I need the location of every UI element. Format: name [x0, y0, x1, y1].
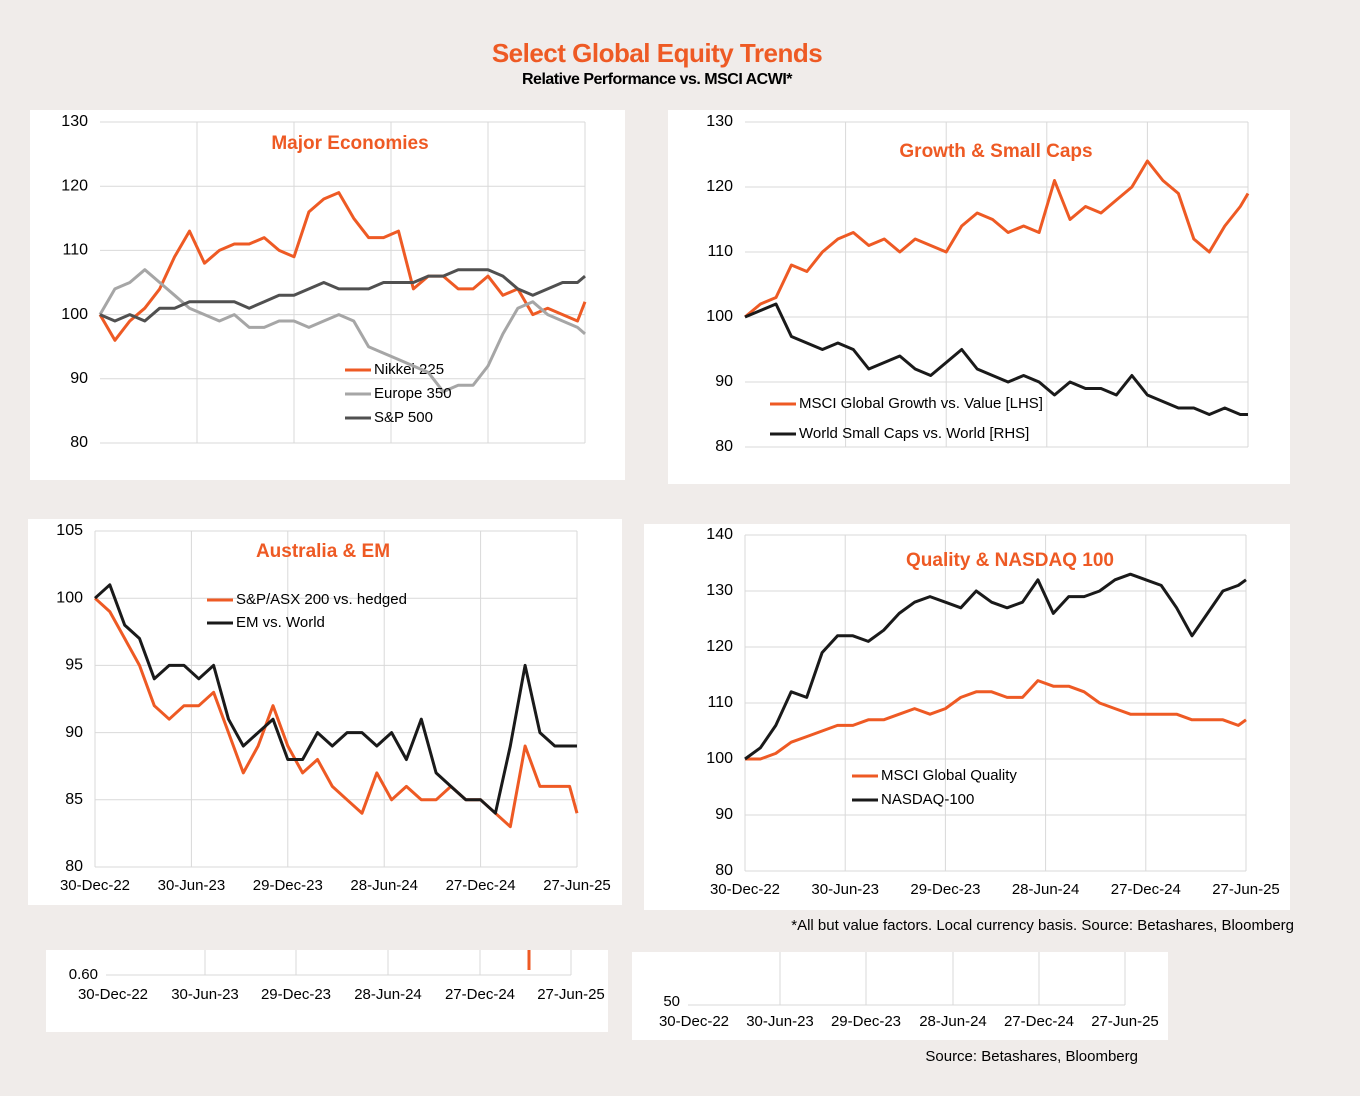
legend-label: S&P/ASX 200 vs. hedged: [236, 591, 407, 608]
y-tick-label: 130: [61, 113, 88, 130]
panel: [46, 950, 608, 1032]
y-tick-label: 110: [707, 243, 733, 260]
y-tick-label: 0.60: [69, 966, 98, 983]
y-tick-label: 110: [62, 242, 88, 259]
x-tick-label: 27-Dec-24: [1111, 881, 1181, 898]
x-tick-label: 28-Jun-24: [350, 877, 418, 894]
y-tick-label: 120: [61, 177, 88, 194]
x-tick-label: 29-Dec-23: [253, 877, 323, 894]
legend-label: MSCI Global Growth vs. Value [LHS]: [799, 395, 1043, 412]
legend-label: World Small Caps vs. World [RHS]: [799, 425, 1029, 442]
x-tick-label: 27-Dec-24: [445, 986, 515, 1003]
y-tick-label: 105: [56, 522, 83, 539]
y-tick-label: 140: [706, 526, 733, 543]
x-tick-label: 27-Jun-25: [537, 986, 605, 1003]
legend-label: S&P 500: [374, 409, 433, 426]
legend-label: MSCI Global Quality: [881, 767, 1017, 784]
x-tick-label: 30-Dec-22: [60, 877, 130, 894]
series-line: [93, 597, 579, 829]
series-line: [93, 583, 577, 815]
series-line: [744, 302, 1248, 416]
x-tick-label: 30-Jun-23: [746, 1013, 814, 1030]
panel: [644, 524, 1290, 910]
x-tick-label: 29-Dec-23: [261, 986, 331, 1003]
x-tick-label: 29-Dec-23: [831, 1013, 901, 1030]
y-tick-label: 120: [706, 178, 733, 195]
x-tick-label: 27-Dec-24: [446, 877, 516, 894]
x-tick-label: 30-Jun-23: [171, 986, 239, 1003]
y-tick-label: 100: [706, 308, 733, 325]
y-tick-label: 100: [706, 750, 733, 767]
x-tick-label: 29-Dec-23: [910, 881, 980, 898]
x-tick-label: 27-Jun-25: [1212, 881, 1280, 898]
panel: [28, 519, 622, 905]
page-subtitle: Relative Performance vs. MSCI ACWI*: [522, 71, 793, 88]
footnote: *All but value factors. Local currency b…: [791, 917, 1294, 934]
y-tick-label: 80: [65, 858, 83, 875]
chart-title: Quality & NASDAQ 100: [906, 550, 1114, 571]
y-tick-label: 90: [65, 724, 83, 741]
y-tick-label: 95: [65, 657, 83, 674]
series-line: [745, 679, 1247, 761]
chart-title: Growth & Small Caps: [899, 141, 1092, 162]
panel: [30, 110, 625, 480]
source: Source: Betashares, Bloomberg: [925, 1048, 1138, 1065]
page-title: Select Global Equity Trends: [492, 38, 822, 68]
x-tick-label: 27-Jun-25: [1091, 1013, 1159, 1030]
panel: [632, 952, 1168, 1040]
x-tick-label: 30-Jun-23: [811, 881, 879, 898]
x-tick-label: 28-Jun-24: [919, 1013, 987, 1030]
series-line: [98, 191, 587, 342]
x-tick-label: 30-Jun-23: [158, 877, 226, 894]
x-tick-label: 28-Jun-24: [1012, 881, 1080, 898]
chart-title: Australia & EM: [256, 541, 390, 562]
legend-label: NASDAQ-100: [881, 791, 974, 808]
y-tick-label: 80: [715, 438, 733, 455]
y-tick-label: 90: [715, 373, 733, 390]
panel: [668, 110, 1290, 484]
y-tick-label: 110: [707, 694, 733, 711]
y-tick-label: 90: [715, 806, 733, 823]
y-tick-label: 50: [663, 993, 680, 1010]
series-line: [744, 159, 1250, 319]
y-tick-label: 90: [70, 370, 88, 387]
y-tick-label: 80: [715, 862, 733, 879]
y-tick-label: 100: [61, 306, 88, 323]
series-line: [98, 268, 586, 394]
x-tick-label: 30-Dec-22: [78, 986, 148, 1003]
x-tick-label: 27-Dec-24: [1004, 1013, 1074, 1030]
y-tick-label: 130: [706, 113, 733, 130]
x-tick-label: 27-Jun-25: [543, 877, 611, 894]
legend-label: Nikkei 225: [374, 361, 444, 378]
legend-label: EM vs. World: [236, 614, 325, 631]
y-tick-label: 85: [65, 791, 83, 808]
series-line: [744, 572, 1247, 761]
y-tick-label: 80: [70, 434, 88, 451]
y-tick-label: 100: [56, 589, 83, 606]
y-tick-label: 120: [706, 638, 733, 655]
chart-title: Major Economies: [271, 133, 428, 154]
x-tick-label: 30-Dec-22: [659, 1013, 729, 1030]
legend-label: Europe 350: [374, 385, 452, 402]
y-tick-label: 130: [706, 582, 733, 599]
x-tick-label: 28-Jun-24: [354, 986, 422, 1003]
x-tick-label: 30-Dec-22: [710, 881, 780, 898]
series-line: [99, 268, 586, 323]
